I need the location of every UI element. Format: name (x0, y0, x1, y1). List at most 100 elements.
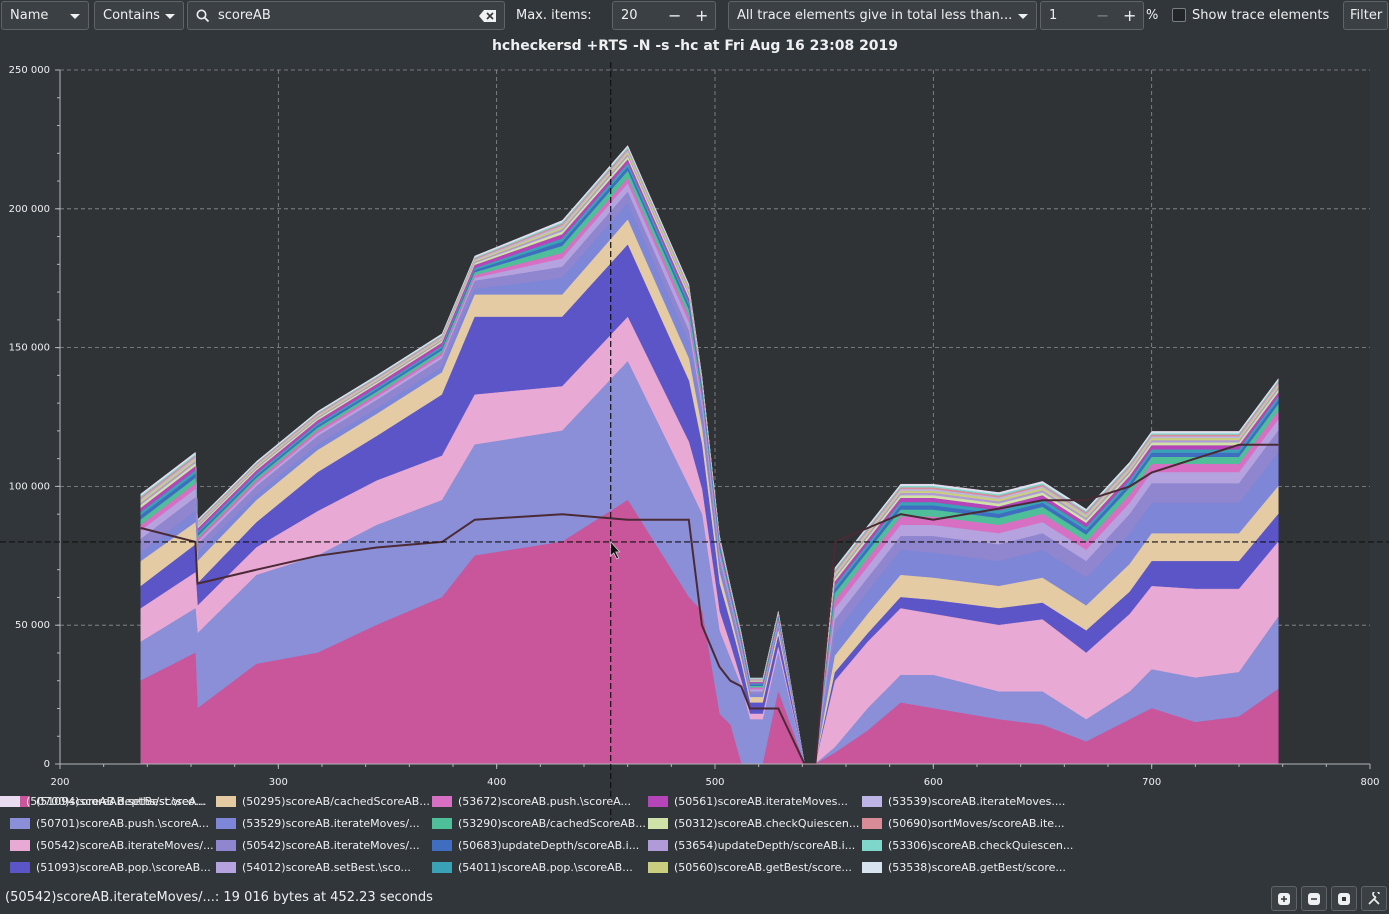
heap-profile-chart[interactable]: hcheckersd +RTS -N -s -hc at Fri Aug 16 … (0, 33, 1389, 825)
decrement-button[interactable]: − (668, 6, 682, 25)
x-tick-label: 800 (1360, 777, 1379, 788)
show-trace-label[interactable]: Show trace elements (1192, 8, 1330, 23)
legend-label: (50542)scoreAB.iterateMoves/... (36, 838, 214, 852)
legend-swatch (862, 795, 882, 807)
legend-item: (53529)scoreAB.iterateMoves/... (216, 813, 420, 833)
legend-item: (50542)scoreAB.iterateMoves/... (216, 835, 420, 855)
chart-title: hcheckersd +RTS -N -s -hc at Fri Aug 16 … (492, 38, 898, 54)
x-tick-label: 300 (269, 777, 288, 788)
match-select-value: Contains (103, 8, 160, 23)
legend-label: (50542)scoreAB.iterateMoves/... (242, 838, 420, 852)
toolbar: Name Contains scoreAB Max. items: 20 − +… (0, 0, 1389, 32)
legend-item: (53538)scoreAB.getBest/score... (862, 857, 1066, 877)
y-tick-label: 50 000 (15, 620, 50, 631)
legend-swatch (10, 839, 30, 851)
legend-swatch (216, 817, 236, 829)
search-value: scoreAB (218, 8, 271, 23)
chevron-down-icon (165, 14, 175, 19)
mouse-pointer-icon (610, 541, 621, 560)
legend-item: (50701)scoreAB.push.\scoreA... (10, 813, 209, 833)
search-icon (196, 9, 210, 22)
legend-label: (50683)updateDepth/scoreAB.i... (458, 838, 640, 852)
filter-button[interactable]: Filter (1343, 1, 1388, 30)
legend-label: (50561)scoreAB.iterateMoves... (674, 794, 848, 808)
legend-item: (53539)scoreAB.iterateMoves.... (862, 791, 1065, 811)
max-items-value: 20 (621, 8, 638, 23)
legend-item: (53306)scoreAB.checkQuiescen... (862, 835, 1073, 855)
legend-swatch (862, 861, 882, 873)
chevron-down-icon (70, 14, 80, 19)
match-select[interactable]: Contains (94, 1, 184, 30)
field-select[interactable]: Name (1, 1, 89, 30)
zoom-out-icon[interactable] (1301, 886, 1327, 911)
stacked-areas (140, 145, 1279, 765)
threshold-select-value: All trace elements give in total less th… (737, 8, 1013, 23)
legend-swatch (10, 817, 30, 829)
legend-item: (50560)scoreAB.getBest/score... (648, 857, 852, 877)
show-trace-checkbox[interactable] (1172, 8, 1186, 22)
decrement-button[interactable]: − (1096, 6, 1110, 25)
search-input[interactable]: scoreAB (187, 1, 505, 30)
x-tick-label: 200 (50, 777, 69, 788)
percent-value: 1 (1049, 8, 1058, 23)
percent-unit: % (1146, 8, 1159, 23)
x-tick-label: 600 (924, 777, 943, 788)
axes: 200 300 400 500 600 700 800 0 50 000 100 000 150 0… (9, 65, 1380, 788)
legend-swatch (862, 839, 882, 851)
y-tick-label: 150 000 (9, 343, 50, 354)
clear-text-icon[interactable] (479, 9, 497, 23)
percent-spinbox[interactable]: 1 − + (1040, 1, 1144, 30)
increment-button[interactable]: + (695, 6, 709, 25)
x-tick-label: 700 (1142, 777, 1161, 788)
legend-label: (50690)sortMoves/scoreAB.ite... (888, 816, 1065, 830)
legend-label: (50295)scoreAB/cachedScoreAB... (242, 794, 430, 808)
max-items-spinbox[interactable]: 20 − + (612, 1, 716, 30)
legend-swatch (432, 839, 452, 851)
legend-swatch (862, 817, 882, 829)
legend-label: (53529)scoreAB.iterateMoves/... (242, 816, 420, 830)
legend-label: (51093)scoreAB.pop.\scoreAB... (36, 860, 211, 874)
legend-label: (50700)scoreAB.depths/scoreA... (26, 794, 207, 808)
legend-label: (53654)updateDepth/scoreAB.i... (674, 838, 856, 852)
highlight-series-line (140, 443, 1279, 765)
highlight-series (140, 443, 1279, 765)
legend-swatch (216, 839, 236, 851)
y-tick-label: 250 000 (9, 65, 50, 76)
legend-swatch (432, 817, 452, 829)
legend-swatch (216, 795, 236, 807)
legend-item: (50690)sortMoves/scoreAB.ite... (862, 813, 1065, 833)
zoom-in-icon[interactable] (1271, 886, 1297, 911)
increment-button[interactable]: + (1123, 6, 1137, 25)
y-tick-label: 100 000 (9, 481, 50, 492)
x-tick-label: 400 (487, 777, 506, 788)
legend-item: (50683)updateDepth/scoreAB.i... (432, 835, 639, 855)
legend-swatch (648, 795, 668, 807)
y-tick-label: 0 (44, 759, 50, 770)
legend-item: (50700)scoreAB.depths/scoreA... (0, 791, 207, 811)
legend-swatch (648, 817, 668, 829)
legend-item: (50312)scoreAB.checkQuiescen... (648, 813, 859, 833)
legend-item: (50561)scoreAB.iterateMoves... (648, 791, 848, 811)
chevron-down-icon (1018, 14, 1028, 19)
x-tick-label: 500 (705, 777, 724, 788)
legend-item: (51094)scoreAB.setBest.\sco... (10, 791, 205, 811)
legend-label: (53306)scoreAB.checkQuiescen... (888, 838, 1074, 852)
filter-button-label: Filter (1350, 8, 1383, 23)
legend-swatch (0, 795, 20, 807)
legend-label: (50312)scoreAB.checkQuiescen... (674, 816, 860, 830)
legend-label: (53290)scoreAB/cachedScoreAB... (458, 816, 646, 830)
legend-swatch (432, 795, 452, 807)
y-tick-label: 200 000 (9, 204, 50, 215)
zoom-reset-icon[interactable] (1331, 886, 1357, 911)
settings-icon[interactable] (1361, 886, 1387, 911)
legend-label: (50560)scoreAB.getBest/score... (674, 860, 852, 874)
legend-item: (53290)scoreAB/cachedScoreAB... (432, 813, 646, 833)
legend-label: (54011)scoreAB.pop.\scoreAB... (458, 860, 633, 874)
legend-label: (50701)scoreAB.push.\scoreA... (36, 816, 209, 830)
max-items-label: Max. items: (516, 8, 592, 23)
legend-swatch (648, 861, 668, 873)
legend-swatch (10, 795, 30, 807)
threshold-select[interactable]: All trace elements give in total less th… (728, 1, 1037, 30)
legend-label: (53672)scoreAB.push.\scoreA... (458, 794, 631, 808)
legend-item: (53672)scoreAB.push.\scoreA... (432, 791, 631, 811)
